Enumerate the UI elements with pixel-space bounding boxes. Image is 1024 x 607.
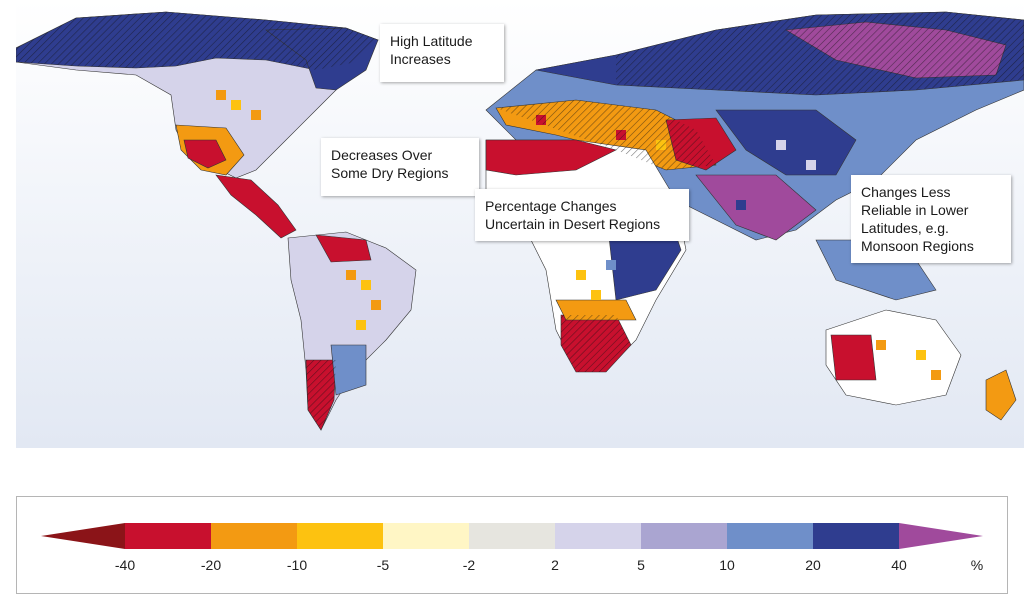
map-cell bbox=[931, 370, 941, 380]
callout-dry-regions: Decreases Over Some Dry Regions bbox=[321, 138, 479, 196]
legend-tick: -20 bbox=[200, 557, 222, 573]
region-south-america bbox=[287, 231, 417, 431]
region-central-america bbox=[215, 174, 297, 239]
legend-tick: 40 bbox=[891, 557, 907, 573]
legend-tick: -2 bbox=[462, 557, 476, 573]
legend-tick: -5 bbox=[376, 557, 390, 573]
map-cell bbox=[251, 110, 261, 120]
precipitation-change-map bbox=[16, 11, 1024, 431]
region-venezuela bbox=[315, 234, 372, 263]
region-australia bbox=[825, 309, 962, 406]
legend-tick: -10 bbox=[286, 557, 308, 573]
region-north-africa bbox=[485, 139, 617, 176]
map-cell bbox=[216, 90, 226, 100]
callout-desert: Percentage Changes Uncertain in Desert R… bbox=[475, 189, 689, 241]
hatched-area bbox=[616, 12, 1024, 95]
map-cell bbox=[776, 140, 786, 150]
legend-tick: 5 bbox=[637, 557, 645, 573]
legend-bin-3 bbox=[383, 523, 470, 549]
legend-unit: % bbox=[970, 557, 984, 573]
region-argentina bbox=[330, 344, 367, 396]
legend-bin-4 bbox=[469, 523, 556, 549]
region-mexico-north bbox=[183, 139, 227, 169]
region-new-zealand bbox=[985, 369, 1017, 421]
legend-bin-8 bbox=[813, 523, 900, 549]
region-india bbox=[695, 174, 817, 241]
callout-high-latitude: High Latitude Increases bbox=[380, 24, 504, 82]
map-cell bbox=[916, 350, 926, 360]
region-western-australia bbox=[830, 334, 877, 381]
world-map: High Latitude Increases Decreases Over S… bbox=[16, 0, 1024, 448]
hatched-significance-regions bbox=[16, 12, 1024, 430]
legend-tick: 10 bbox=[719, 557, 735, 573]
legend-bin-7 bbox=[727, 523, 814, 549]
map-cell bbox=[371, 300, 381, 310]
legend-tick: -40 bbox=[114, 557, 136, 573]
map-cell bbox=[231, 100, 241, 110]
map-cell bbox=[876, 340, 886, 350]
legend-arrow-low bbox=[41, 523, 125, 549]
legend-tick: 20 bbox=[805, 557, 821, 573]
color-scale-bar bbox=[41, 523, 983, 549]
legend-bin-1 bbox=[211, 523, 298, 549]
map-cell bbox=[346, 270, 356, 280]
map-cell bbox=[356, 320, 366, 330]
legend-bin-6 bbox=[641, 523, 728, 549]
legend-bin-0 bbox=[125, 523, 212, 549]
hatched-area bbox=[561, 315, 631, 372]
map-cell bbox=[806, 160, 816, 170]
map-cell bbox=[361, 280, 371, 290]
legend-bin-5 bbox=[555, 523, 642, 549]
hatched-area bbox=[16, 12, 378, 70]
legend-arrow-high bbox=[899, 523, 983, 549]
map-cell bbox=[606, 260, 616, 270]
map-cell bbox=[736, 200, 746, 210]
legend-bin-2 bbox=[297, 523, 384, 549]
callout-low-latitudes: Changes Less Reliable in Lower Latitudes… bbox=[851, 175, 1011, 263]
legend: -40 -20 -10 -5 -2 2 5 10 20 40 % bbox=[16, 496, 1008, 594]
hatched-area bbox=[306, 360, 336, 430]
map-cell bbox=[591, 290, 601, 300]
map-cell bbox=[576, 270, 586, 280]
hatched-area bbox=[496, 100, 716, 170]
legend-tick: 2 bbox=[551, 557, 559, 573]
